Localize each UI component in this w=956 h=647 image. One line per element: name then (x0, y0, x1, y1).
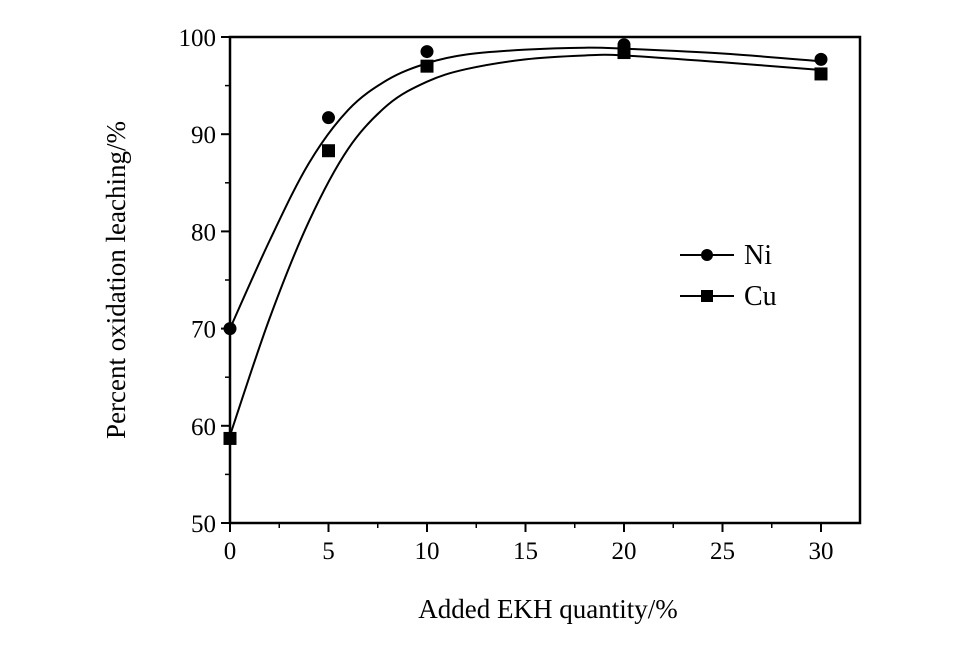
data-point-cu (420, 59, 434, 73)
y-axis-title: Percent oxidation leaching/% (101, 121, 131, 439)
x-tick-label: 5 (322, 538, 335, 565)
x-tick-label: 25 (710, 538, 735, 565)
data-point-cu (617, 46, 631, 60)
y-tick-label: 60 (191, 414, 216, 441)
data-points (223, 38, 828, 445)
y-tick-label: 50 (191, 511, 216, 538)
data-point-ni (420, 45, 434, 59)
x-tick-label: 15 (513, 538, 538, 565)
plot-frame (228, 35, 862, 525)
data-point-cu (814, 67, 828, 81)
legend-marker-ni (701, 249, 713, 261)
x-tick-label: 20 (612, 538, 637, 565)
y-tick-label: 80 (191, 219, 216, 246)
fit-curves (229, 46, 822, 436)
legend-label-ni: Ni (744, 240, 772, 271)
fit-curve-ni (229, 46, 822, 330)
legend-marker-cu (701, 290, 713, 302)
data-point-ni (223, 322, 237, 336)
data-point-ni (814, 52, 828, 66)
data-point-ni (322, 111, 335, 125)
x-tick-label: 0 (224, 538, 237, 565)
y-tick-label: 90 (191, 122, 216, 149)
fit-curve-cu (229, 53, 822, 436)
legend: Ni Cu (680, 240, 777, 312)
x-axis-title: Added EKH quantity/% (418, 594, 677, 624)
x-tick-label: 30 (809, 538, 834, 565)
axes (228, 35, 862, 525)
ticks: 0 5 10 15 20 25 30 50 60 70 80 90 100 (179, 25, 834, 565)
x-tick-label: 10 (415, 538, 440, 565)
data-point-cu (223, 431, 237, 445)
y-tick-label: 100 (179, 25, 217, 52)
data-point-cu (322, 144, 335, 158)
legend-label-cu: Cu (744, 281, 777, 312)
y-tick-label: 70 (191, 317, 216, 344)
